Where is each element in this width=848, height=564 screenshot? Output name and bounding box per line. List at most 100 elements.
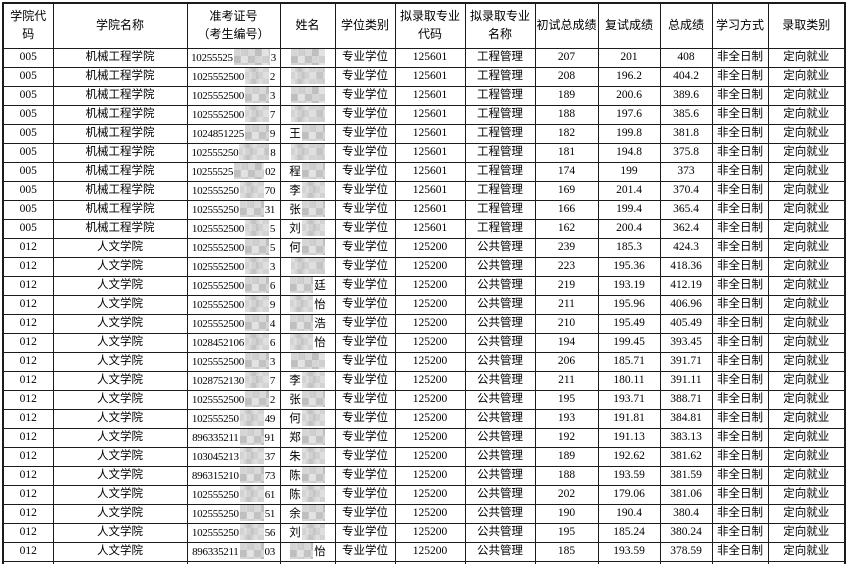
exam-number-suffix: 31: [264, 203, 276, 216]
retest-score-cell: 199.45: [597, 332, 661, 353]
censored-block: [244, 296, 269, 312]
censored-block: [244, 87, 269, 103]
major-name-cell: 公共管理: [464, 237, 536, 258]
table-row: 012 人文学院 1025552500 9 怡专业学位 125200 公共管理 211 195.…: [2, 294, 846, 315]
total-score-cell: 365.4: [659, 199, 713, 220]
name-cell: 刘: [279, 218, 336, 239]
censored-block: [290, 87, 325, 103]
retest-score-cell: 179.06: [597, 484, 661, 505]
initial-score-cell: 195: [534, 522, 599, 543]
major-code-cell: 125601: [394, 66, 466, 87]
total-score-cell: 389.6: [659, 85, 713, 106]
exam-number-suffix: 9: [269, 127, 276, 140]
name-visible-suffix: 廷: [314, 279, 326, 292]
study-mode-cell: 非全日制: [711, 66, 769, 87]
major-name-cell: 公共管理: [464, 256, 536, 277]
name-cell: 怡: [279, 294, 336, 315]
retest-score-cell: 196.2: [597, 66, 661, 87]
exam-number-cell: 1025552500 5: [186, 237, 281, 258]
name-visible-suffix: 怡: [314, 298, 326, 311]
table-row: 012 人文学院 1025552500 6 廷专业学位 125200 公共管理 219 193.…: [2, 275, 846, 296]
table-row: 012 人文学院 896335211 91 郑 专业学位 125200 公共管理 192 191.…: [2, 427, 846, 448]
censored-block: [239, 144, 270, 160]
exam-number-suffix: 5: [269, 222, 276, 235]
exam-number-prefix: 102555250: [191, 146, 239, 159]
study-mode-cell: 非全日制: [711, 161, 769, 182]
censored-block: [239, 201, 264, 217]
college-name-cell: 人文学院: [52, 408, 188, 429]
exam-number-prefix: 1028752130: [191, 374, 244, 387]
exam-number-cell: 1025552500 5: [186, 218, 281, 239]
exam-number-cell: 10255525 3: [186, 47, 281, 68]
censored-block: [244, 315, 269, 331]
major-name-cell: 工程管理: [464, 85, 536, 106]
name-cell: [279, 104, 336, 125]
initial-score-cell: 185: [534, 541, 599, 562]
study-mode-cell: 非全日制: [711, 408, 769, 429]
censored-block: [290, 106, 325, 122]
exam-number-cell: 1025552500 2: [186, 66, 281, 87]
censored-block: [239, 429, 264, 445]
admission-category-cell: 定向就业: [767, 484, 846, 505]
initial-score-cell: 192: [534, 427, 599, 448]
college-code-cell: 005: [2, 180, 54, 201]
college-name-cell: 人文学院: [52, 237, 188, 258]
admission-category-cell: 定向就业: [767, 142, 846, 163]
name-cell: [279, 142, 336, 163]
college-name-cell: 机械工程学院: [52, 180, 188, 201]
college-name-cell: 机械工程学院: [52, 104, 188, 125]
major-name-cell: 工程管理: [464, 218, 536, 239]
table-row: 012 人文学院 102555250 61 陈 专业学位 125200 公共管理 202 179.…: [2, 484, 846, 505]
major-code-cell: 125200: [394, 522, 466, 543]
censored-block: [290, 277, 314, 293]
censored-block: [239, 467, 264, 483]
exam-number-suffix: 6: [269, 336, 276, 349]
exam-number-suffix: 7: [269, 374, 276, 387]
censored-block: [244, 391, 269, 407]
censored-block: [290, 543, 314, 559]
total-score-cell: 380.4: [659, 503, 713, 524]
censored-block: [244, 239, 269, 255]
exam-number-suffix: 3: [269, 355, 276, 368]
name-cell: 张: [279, 389, 336, 410]
exam-number-suffix: 51: [264, 507, 276, 520]
admission-category-cell: 定向就业: [767, 66, 846, 87]
name-visible-prefix: 王: [289, 127, 301, 140]
total-score-cell: 406.96: [659, 294, 713, 315]
initial-score-cell: 239: [534, 237, 599, 258]
exam-number-cell: 10255525 02: [186, 161, 281, 182]
exam-number-cell: 102555250 8: [186, 142, 281, 163]
admission-category-cell: 定向就业: [767, 161, 846, 182]
initial-score-cell: 188: [534, 465, 599, 486]
admission-category-cell: 定向就业: [767, 313, 846, 334]
name-cell: [279, 256, 336, 277]
admission-category-cell: 定向就业: [767, 294, 846, 315]
admission-category-cell: 定向就业: [767, 85, 846, 106]
major-code-cell: 125601: [394, 180, 466, 201]
name-cell: 李: [279, 180, 336, 201]
header-major-name: 拟录取专业 名称: [464, 2, 536, 49]
exam-number-prefix: 1025552500: [191, 279, 244, 292]
exam-number-suffix: 3: [269, 260, 276, 273]
censored-block: [244, 353, 269, 369]
admission-category-cell: 定向就业: [767, 465, 846, 486]
exam-number-prefix: 1025552500: [191, 222, 244, 235]
exam-number-suffix: 6: [269, 279, 276, 292]
censored-block: [234, 163, 265, 179]
college-name-cell: 人文学院: [52, 541, 188, 562]
retest-score-cell: 195.36: [597, 256, 661, 277]
initial-score-cell: 211: [534, 370, 599, 391]
exam-number-cell: 1025552500 3: [186, 256, 281, 277]
censored-block: [290, 296, 314, 312]
study-mode-cell: 非全日制: [711, 275, 769, 296]
college-code-cell: 005: [2, 123, 54, 144]
major-name-cell: 公共管理: [464, 541, 536, 562]
degree-type-cell: 专业学位: [334, 484, 396, 505]
exam-number-cell: 1028752130 7: [186, 370, 281, 391]
study-mode-cell: 非全日制: [711, 427, 769, 448]
admission-category-cell: 定向就业: [767, 503, 846, 524]
admission-category-cell: 定向就业: [767, 427, 846, 448]
initial-score-cell: 162: [534, 218, 599, 239]
college-name-cell: 机械工程学院: [52, 199, 188, 220]
exam-number-cell: 1024851225 9: [186, 123, 281, 144]
